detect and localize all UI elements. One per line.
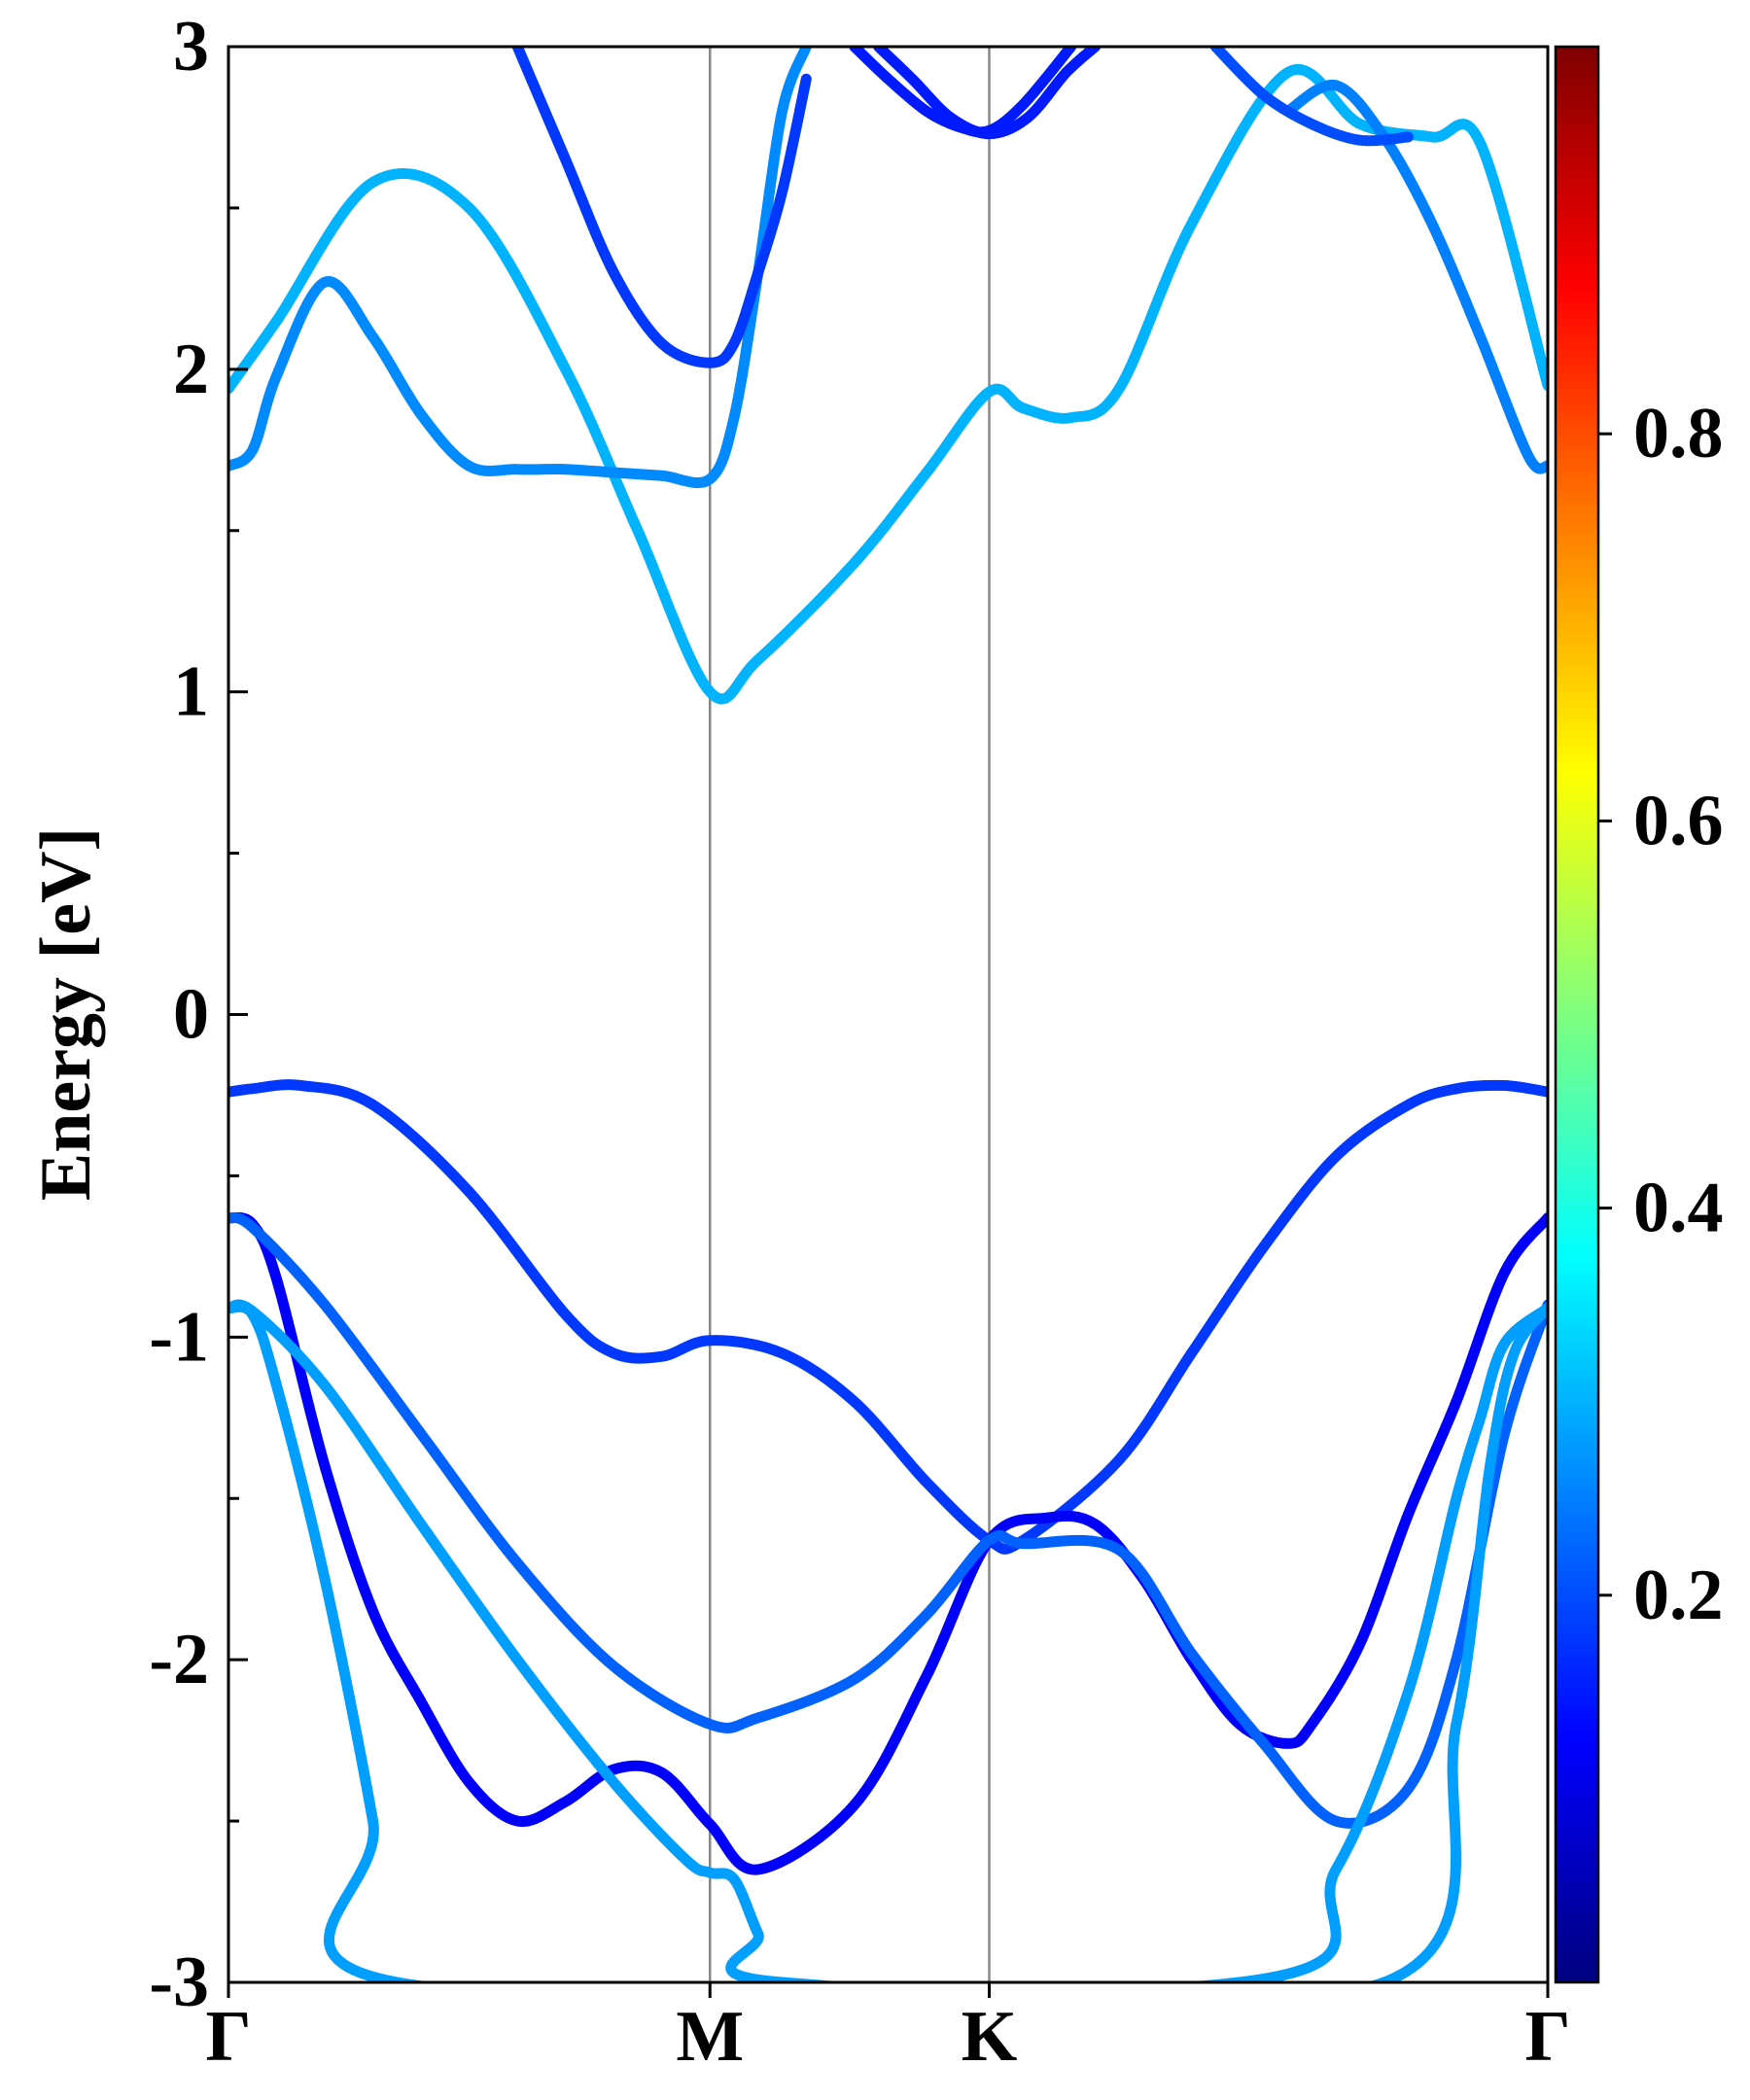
colorbar-tick-label: 0.8 (1633, 394, 1724, 473)
band-c1 (228, 64, 1548, 705)
kpoint-divider-lines (709, 47, 991, 1982)
y-tick-label: 0 (173, 975, 209, 1055)
x-tick-label: M (676, 1997, 744, 2077)
band-c3 (1282, 80, 1548, 474)
x-tick-label: Γ (1524, 1997, 1570, 2077)
y-tick-label: -2 (149, 1620, 209, 1699)
plot-background (228, 47, 1548, 1982)
colorbar-tick-label: 0.2 (1633, 1556, 1724, 1635)
band-v5-steep (228, 1301, 1548, 1982)
x-tick-label: K (962, 1997, 1018, 2077)
y-tick-label: 3 (173, 7, 209, 87)
plot-area: -3 -2 -1 0 1 2 3 Γ M K Γ (149, 7, 1570, 2077)
band-c4 (511, 47, 812, 368)
colorbar-fill (1556, 47, 1598, 1982)
band-lines (228, 47, 1548, 1982)
y-axis-label: Energy [eV] (26, 827, 106, 1201)
band-v3-upper-path (228, 1212, 1548, 1829)
x-tick-label: Γ (205, 1997, 251, 2077)
colorbar: 0.2 0.4 0.6 0.8 (1554, 45, 1724, 1984)
y-tick-label: 1 (173, 652, 209, 732)
y-tick-label: -1 (149, 1297, 209, 1377)
y-tick-label: 2 (173, 330, 209, 409)
band-v2-lower-path (228, 1211, 1548, 1875)
colorbar-tick-label: 0.6 (1633, 781, 1724, 860)
colorbar-ticks: 0.2 0.4 0.6 0.8 (1598, 394, 1724, 1635)
colorbar-frame (1554, 45, 1600, 1984)
y-axis-ticks: -3 -2 -1 0 1 2 3 (149, 7, 248, 2022)
band-valence-top (228, 1079, 1548, 1555)
band-v4 (228, 1299, 1548, 1982)
band-c6 (849, 47, 1077, 138)
y-tick-label: -3 (149, 1942, 209, 2022)
colorbar-tick-label: 0.4 (1633, 1169, 1724, 1248)
band-c7 (1209, 47, 1414, 147)
